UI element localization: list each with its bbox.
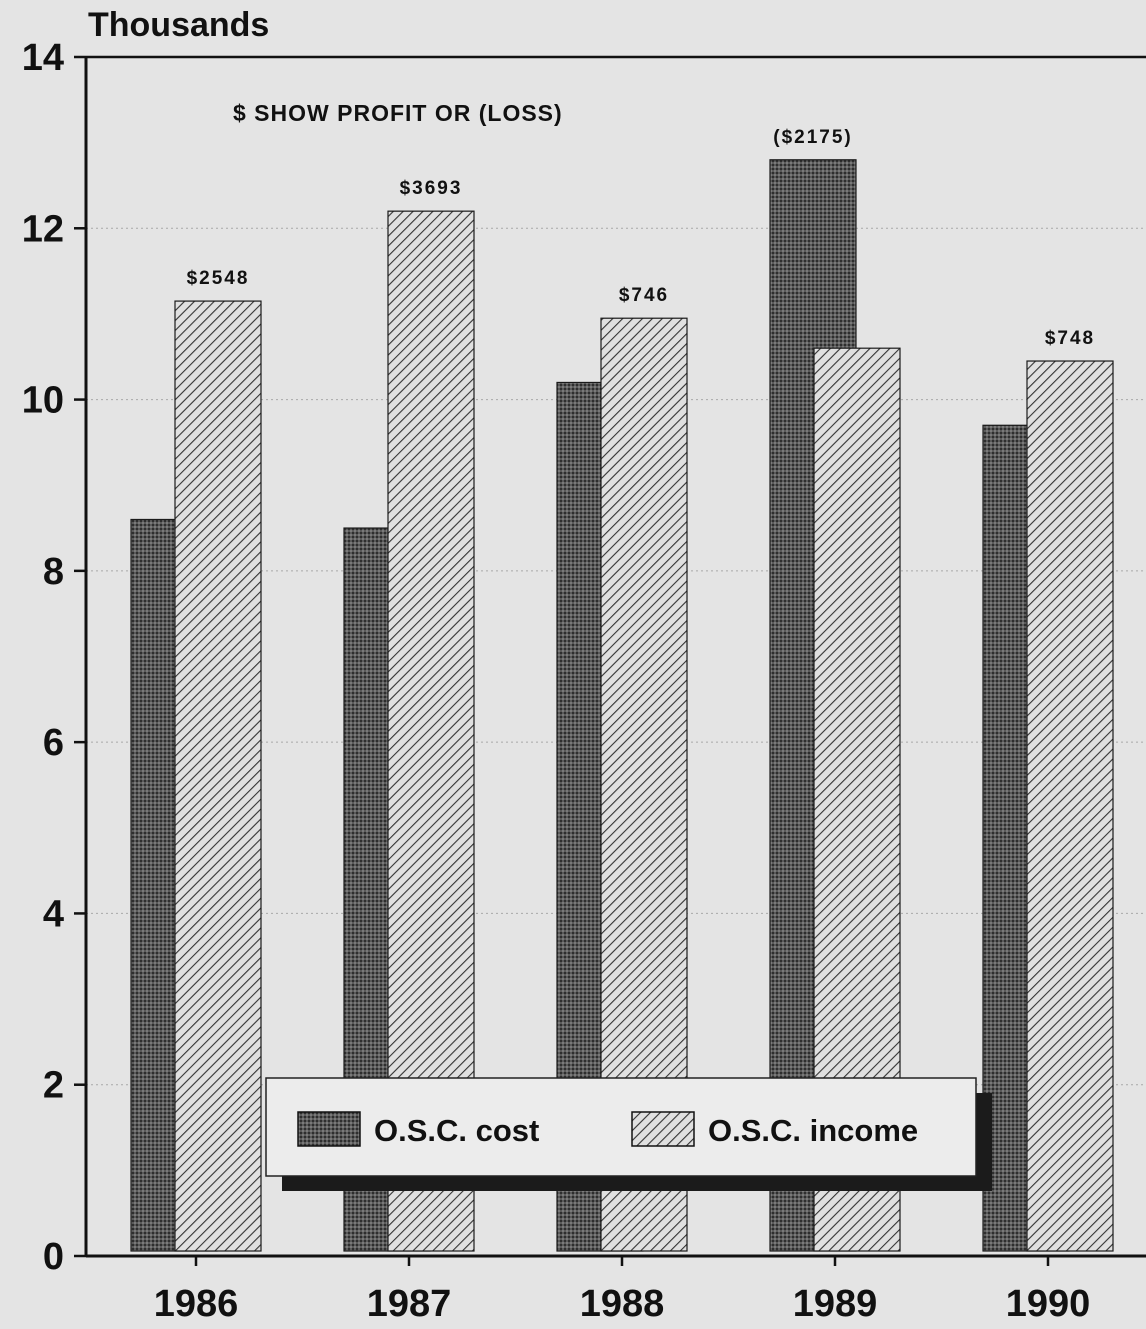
- data-label: $746: [619, 285, 669, 306]
- y-tick-label: 0: [43, 1236, 64, 1278]
- legend-label-cost: O.S.C. cost: [374, 1113, 539, 1148]
- legend-swatch-cost: [297, 1111, 361, 1147]
- y-axis-title: Thousands: [88, 6, 269, 44]
- legend-swatch-income: [631, 1111, 695, 1147]
- chart-annotation: $ SHOW PROFIT OR (LOSS): [233, 100, 563, 126]
- legend-label-income: O.S.C. income: [708, 1113, 918, 1148]
- data-label: $748: [1045, 328, 1095, 349]
- y-tick-label: 14: [22, 37, 64, 79]
- data-label: $3693: [400, 178, 463, 199]
- x-tick-label: 1986: [154, 1283, 239, 1324]
- y-tick-label: 4: [43, 893, 64, 935]
- y-tick-label: 6: [43, 722, 64, 764]
- axis-layer: 0 2 4 6 8 10 12 14 1986 1987 1988 1989 1990: [22, 37, 1146, 1325]
- legend-box: [265, 1077, 977, 1177]
- data-label: ($2175): [773, 127, 853, 148]
- x-tick-label: 1987: [367, 1283, 452, 1324]
- y-tick-label: 12: [22, 208, 64, 250]
- bars-layer: [130, 159, 1114, 1252]
- y-tick-label: 10: [22, 380, 64, 422]
- legend: O.S.C. cost O.S.C. income: [265, 1077, 992, 1191]
- x-tick-label: 1990: [1006, 1283, 1091, 1324]
- bar-income-1990: [1026, 360, 1114, 1252]
- labels-layer: $2548 $3693 $746 ($2175) $748: [187, 127, 1095, 349]
- bar-income-1986: [174, 300, 262, 1252]
- y-tick-label: 8: [43, 551, 64, 593]
- data-label: $2548: [187, 268, 250, 289]
- x-tick-label: 1988: [580, 1283, 665, 1324]
- x-tick-label: 1989: [793, 1283, 878, 1324]
- y-tick-label: 2: [43, 1065, 64, 1107]
